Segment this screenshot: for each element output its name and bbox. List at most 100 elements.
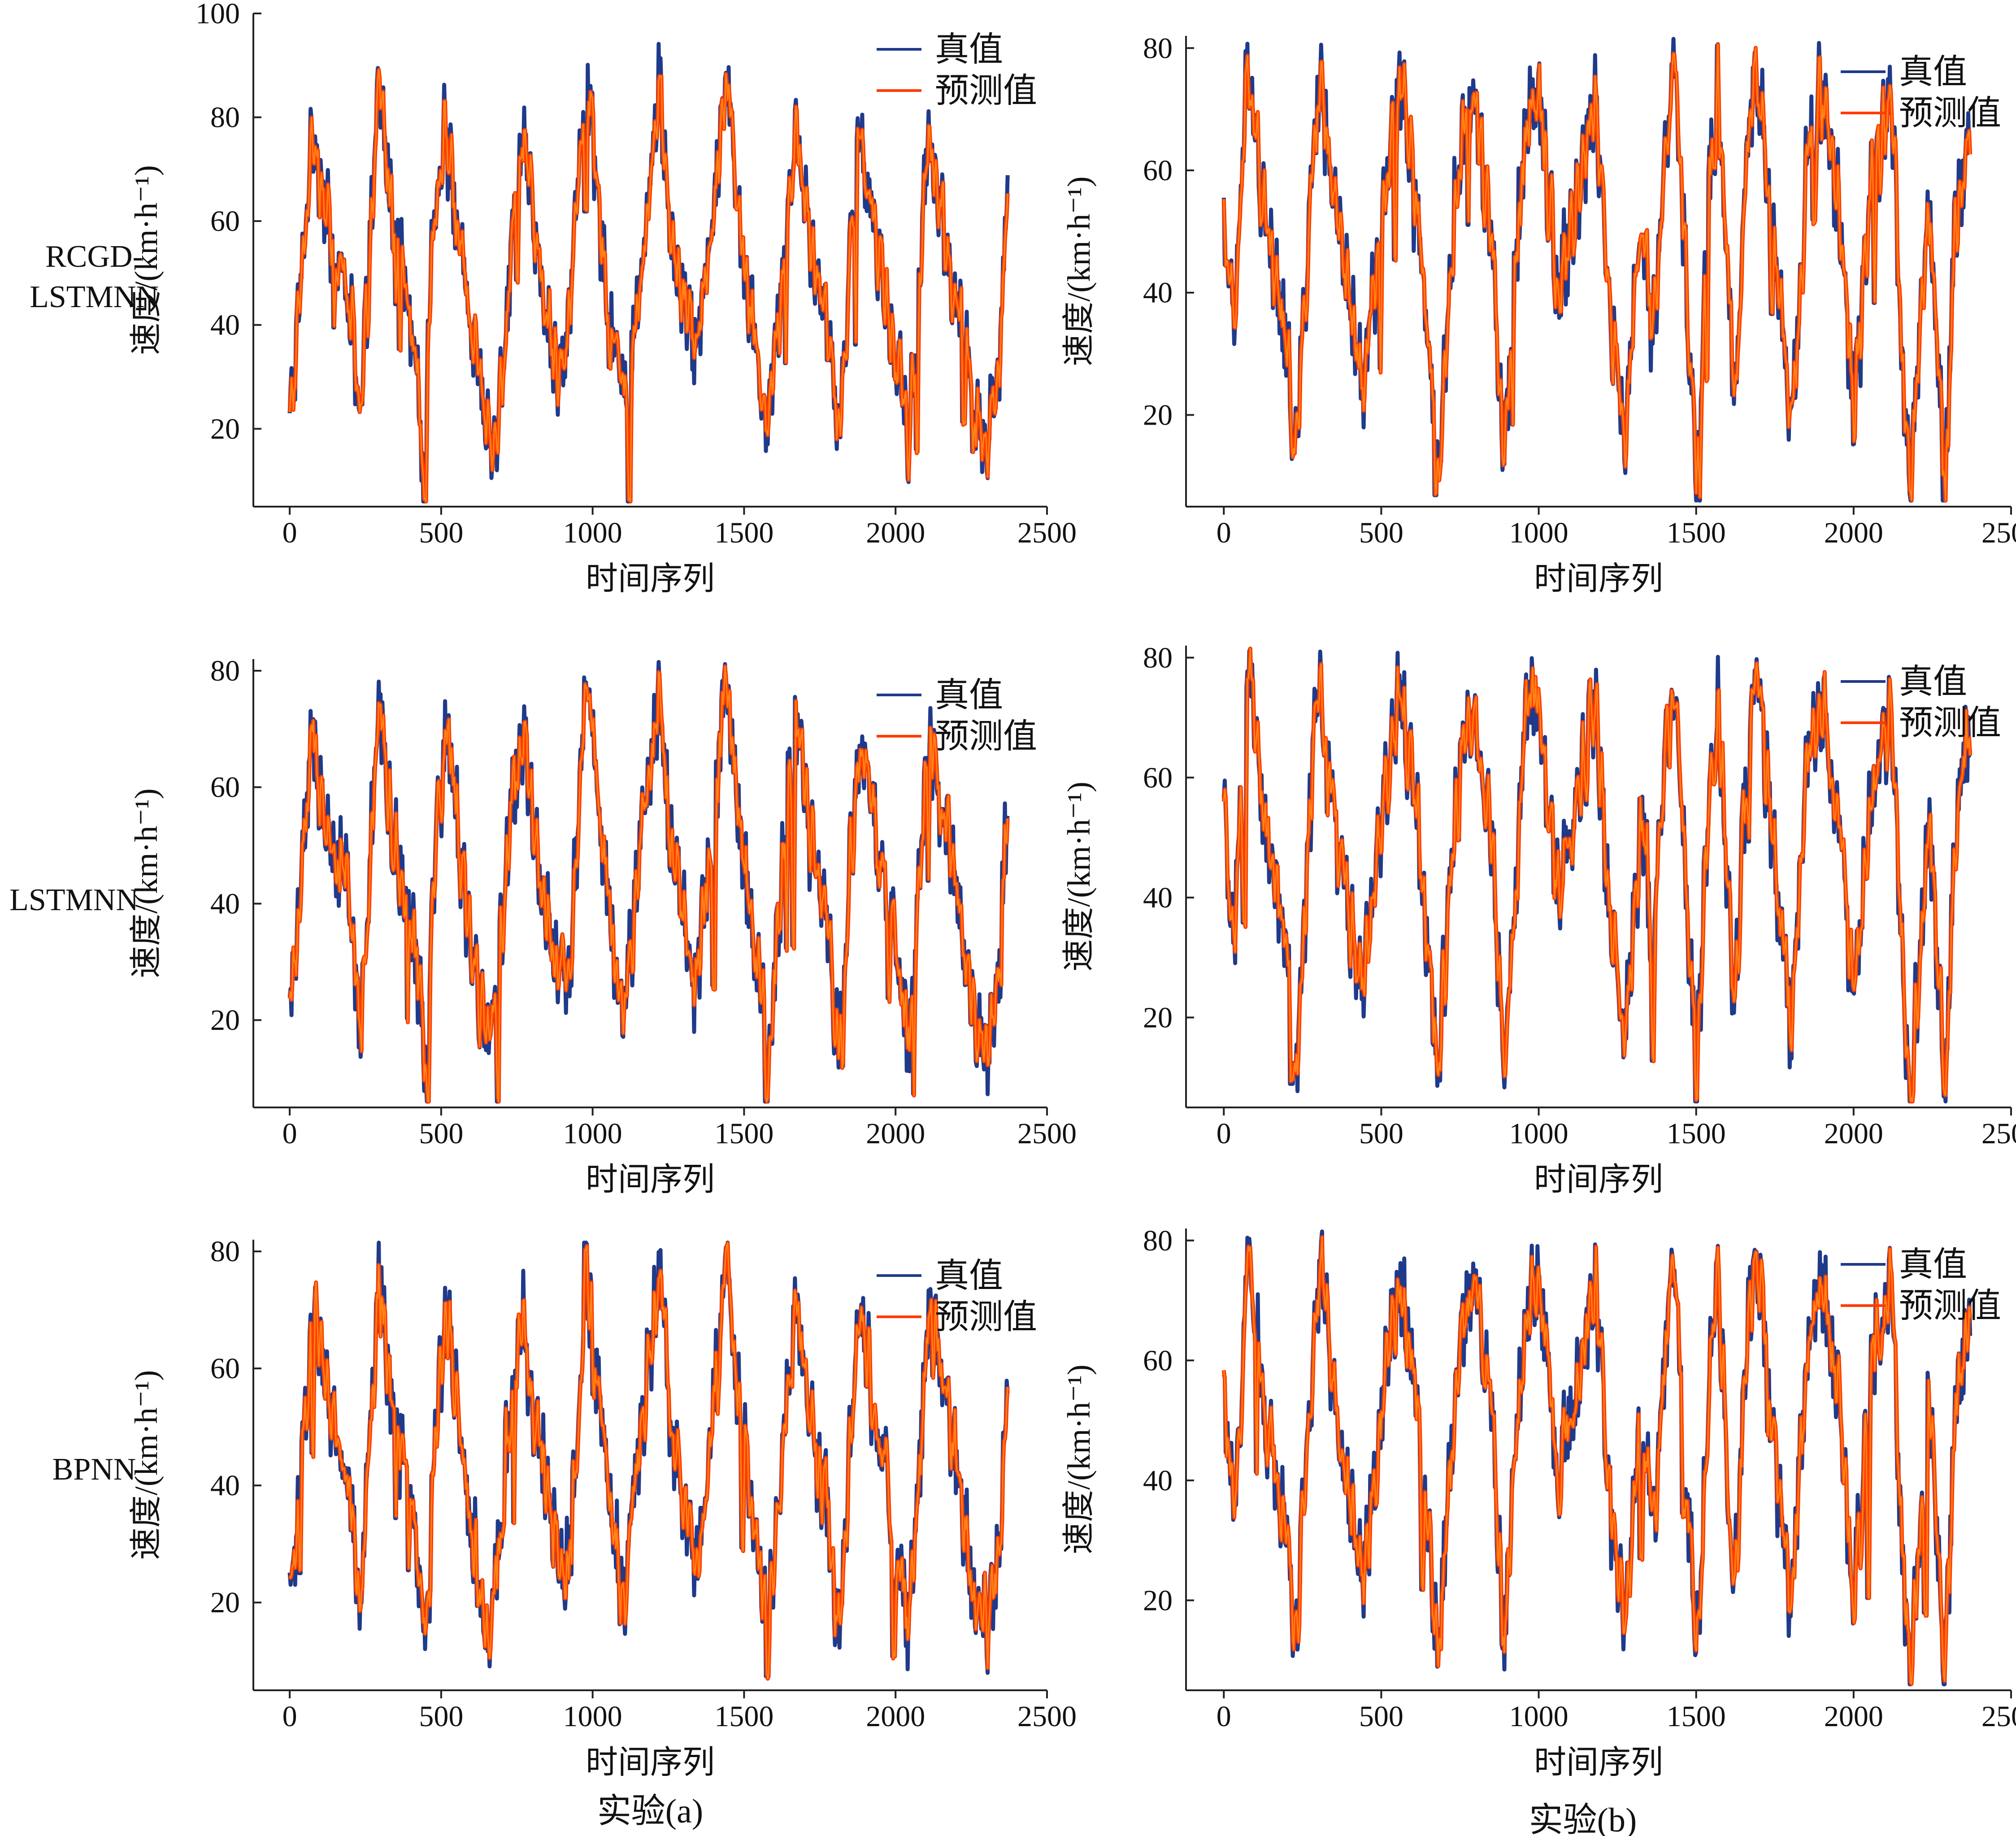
row-label-rcgd-lstmnn: RCGD-LSTMNN [30, 239, 159, 314]
y-tick-label: 20 [210, 412, 240, 445]
y-tick-label: 60 [210, 205, 240, 238]
y-axis-label: 速度/(km·h⁻¹) [128, 788, 164, 978]
y-tick-label: 60 [1143, 761, 1173, 794]
y-tick-label: 40 [1143, 1464, 1173, 1497]
chart-panel-a-3: 0 500 1000 1500 2000 2500 20 40 60 80 时间序列 速度/(km·h… [128, 1235, 1077, 1780]
y-tick-label: 60 [1143, 1344, 1173, 1377]
y-tick-label: 20 [210, 1004, 240, 1037]
chart-panel-b-2: 0 500 1000 1500 2000 2500 20 40 60 80 时间序列 速度/(km·h… [1061, 642, 2016, 1198]
x-axis-label: 时间序列 [1534, 561, 1663, 597]
x-tick-label: 1500 [1667, 1117, 1726, 1150]
y-tick-label: 80 [1143, 1224, 1173, 1257]
x-tick-label: 1500 [714, 1700, 773, 1733]
y-tick-label: 40 [210, 1469, 240, 1502]
x-tick-label: 1500 [714, 517, 773, 549]
series-line-predicted-highlight [1223, 44, 1971, 501]
caption-experiment-a: 实验(a) [597, 1793, 703, 1830]
legend-label-predicted: 预测值 [1899, 704, 2001, 742]
y-tick-label: 40 [210, 887, 240, 920]
x-axis-label: 时间序列 [586, 1162, 715, 1198]
x-tick-label: 1000 [1509, 1117, 1568, 1150]
chart-panel-a-2: 0 500 1000 1500 2000 2500 20 40 60 80 时间序列 速度/(km·h… [128, 655, 1077, 1198]
x-tick-label: 1500 [1667, 1700, 1726, 1733]
x-tick-label: 2500 [1017, 1700, 1077, 1733]
x-tick-label: 1000 [1509, 1700, 1568, 1733]
x-tick-label: 500 [1359, 517, 1403, 549]
legend-label-predicted: 预测值 [935, 718, 1037, 755]
x-tick-label: 2500 [1981, 517, 2016, 549]
chart-panel-b-3: 0 500 1000 1500 2000 2500 20 40 60 80 时间序列 速度/(km·h… [1061, 1224, 2016, 1780]
series-line-predicted [287, 664, 1010, 1104]
x-tick-label: 0 [1217, 517, 1231, 549]
x-tick-label: 2000 [1824, 1700, 1883, 1733]
panels: 0 500 1000 1500 2000 250020406080100时间序列速度/(k… [128, 0, 2016, 1780]
x-tick-label: 500 [1359, 1117, 1403, 1150]
legend-label-predicted: 预测值 [1899, 95, 2001, 132]
row-label-lstmnn: LSTMNN [9, 883, 139, 917]
y-tick-label: 40 [1143, 277, 1173, 309]
series-line-predicted [1221, 647, 1973, 1104]
legend-label-true: 真值 [935, 31, 1003, 69]
x-tick-label: 500 [419, 1117, 463, 1150]
legend-label-true: 真值 [935, 677, 1003, 714]
x-tick-label: 0 [282, 1117, 297, 1150]
legend-label-predicted: 预测值 [935, 1298, 1037, 1336]
y-axis-label: 速度/(km·h⁻¹) [128, 1370, 164, 1560]
x-tick-label: 1500 [714, 1117, 773, 1150]
x-tick-label: 0 [1217, 1117, 1231, 1150]
y-tick-label: 60 [1143, 154, 1173, 187]
y-tick-label: 80 [210, 101, 240, 134]
y-tick-label: 80 [1143, 32, 1173, 65]
caption-experiment-b: 实验(b) [1529, 1801, 1637, 1836]
x-tick-label: 2000 [1824, 1117, 1883, 1150]
x-tick-label: 2000 [866, 1700, 925, 1733]
y-axis-label: 速度/(km·h⁻¹) [128, 165, 164, 355]
y-tick-label: 20 [1143, 399, 1173, 431]
y-axis-label: 速度/(km·h⁻¹) [1061, 781, 1097, 972]
series-line-predicted-highlight [289, 69, 1008, 502]
x-tick-label: 2500 [1981, 1700, 2016, 1733]
x-tick-label: 500 [419, 1700, 463, 1733]
x-axis-label: 时间序列 [1534, 1745, 1663, 1780]
y-tick-label: 20 [210, 1586, 240, 1619]
series-line-predicted-highlight [289, 1242, 1008, 1680]
y-axis-label: 速度/(km·h⁻¹) [1061, 1364, 1097, 1554]
x-tick-label: 500 [419, 517, 463, 549]
legend-label-true: 真值 [1899, 663, 1967, 701]
row-label-bpnn: BPNN [52, 1452, 136, 1487]
series-line-predicted-highlight [1223, 648, 1971, 1102]
x-tick-label: 1000 [563, 1700, 622, 1733]
x-tick-label: 0 [282, 517, 297, 549]
y-tick-label: 20 [1143, 1584, 1173, 1617]
y-tick-label: 40 [210, 309, 240, 342]
x-tick-label: 500 [1359, 1700, 1403, 1733]
x-axis-label: 时间序列 [1534, 1162, 1663, 1198]
y-tick-label: 100 [196, 0, 240, 30]
y-tick-label: 20 [1143, 1001, 1173, 1034]
y-axis-label: 速度/(km·h⁻¹) [1061, 176, 1097, 366]
x-tick-label: 2500 [1981, 1117, 2016, 1150]
x-tick-label: 2000 [1824, 517, 1883, 549]
series-line-predicted-highlight [289, 665, 1008, 1102]
legend-label-predicted: 预测值 [1899, 1287, 2001, 1325]
y-tick-label: 80 [1143, 642, 1173, 674]
x-tick-label: 1000 [563, 517, 622, 549]
y-tick-label: 80 [210, 1235, 240, 1268]
series-line-predicted-highlight [1223, 1236, 1971, 1685]
x-tick-label: 2500 [1017, 517, 1077, 549]
legend-label-true: 真值 [935, 1257, 1003, 1295]
x-tick-label: 0 [1217, 1700, 1231, 1733]
x-axis-label: 时间序列 [586, 1745, 715, 1780]
x-tick-label: 1000 [1509, 517, 1568, 549]
y-tick-label: 80 [210, 655, 240, 687]
x-tick-label: 2000 [866, 1117, 925, 1150]
y-tick-label: 60 [210, 1352, 240, 1385]
legend-label-true: 真值 [1899, 53, 1967, 91]
chart-panel-b-1: 0 500 1000 1500 2000 2500 20 40 60 80 时间序列 速度/(km·h… [1061, 32, 2016, 597]
x-tick-label: 2000 [866, 517, 925, 549]
x-tick-label: 1000 [563, 1117, 622, 1150]
chart-panel-a-1: 0 500 1000 1500 2000 2500 20 40 60 80 100 时间序列 速度/(k… [128, 0, 1077, 597]
x-tick-label: 1500 [1667, 517, 1726, 549]
legend-label-true: 真值 [1899, 1246, 1967, 1284]
